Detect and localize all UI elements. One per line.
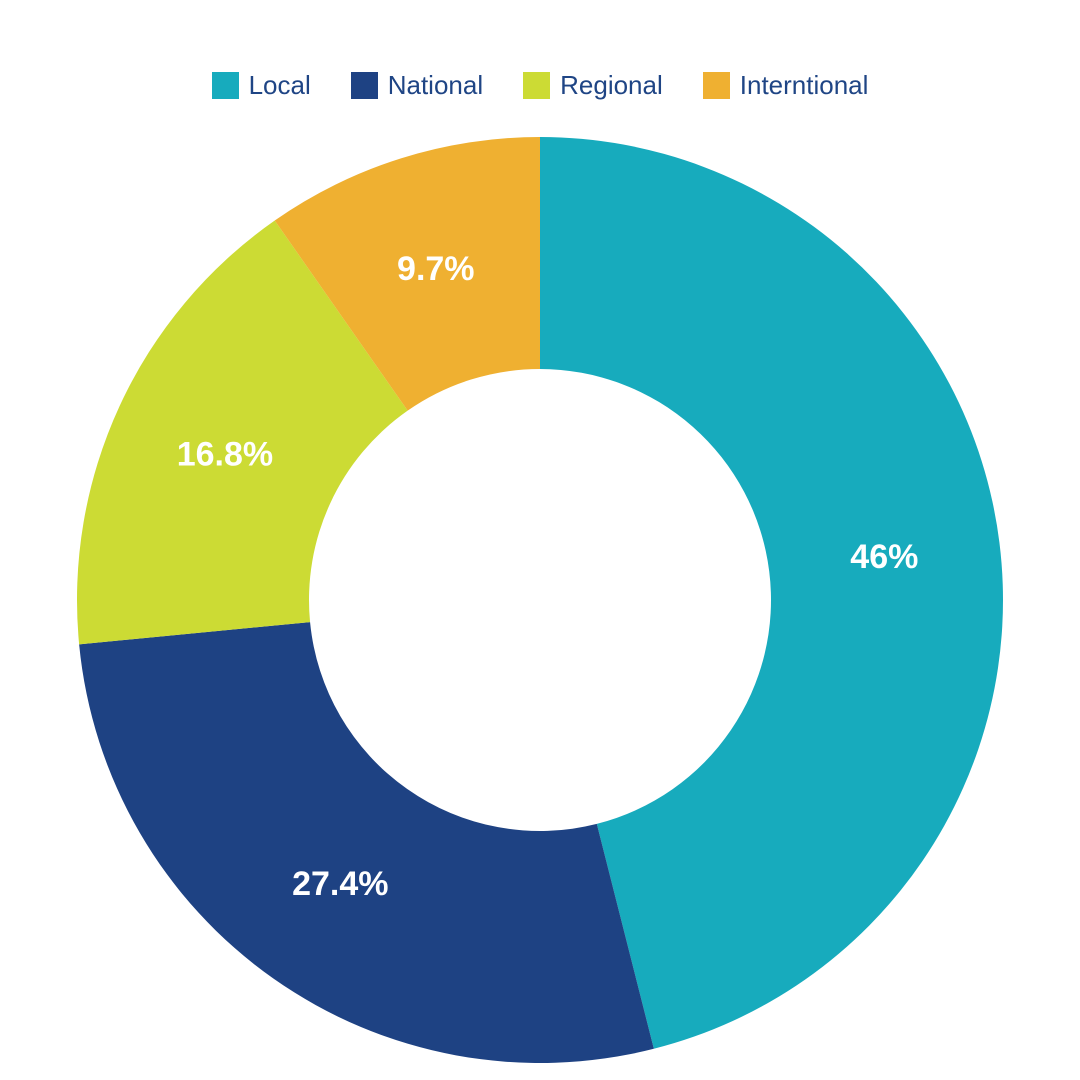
legend-item-interntional: Interntional (702, 70, 869, 101)
labels-group: 46% 27.4% 16.8% 9.7% (177, 250, 919, 903)
legend-label: Interntional (739, 70, 869, 100)
legend-swatch (702, 72, 730, 99)
legend-swatch (523, 72, 551, 99)
legend-item-local: Local (211, 70, 311, 101)
legend-swatch (211, 72, 239, 99)
data-label-regional: 16.8% (177, 436, 273, 474)
legend-swatch (350, 72, 378, 99)
slice-interntional (274, 137, 540, 411)
legend-item-regional: Regional (523, 70, 663, 101)
slice-regional (77, 220, 408, 645)
legend-label: Local (248, 70, 311, 100)
data-label-interntional: 9.7% (397, 250, 475, 288)
legend-item-national: National (350, 70, 484, 101)
slices-group (77, 137, 1003, 1063)
slice-local (540, 137, 1003, 1049)
data-label-local: 46% (850, 538, 918, 576)
chart-legend: Local National Regional Interntional (0, 70, 1080, 101)
data-label-national: 27.4% (292, 865, 388, 903)
legend-label: National (387, 70, 484, 100)
legend-label: Regional (560, 70, 663, 100)
slice-national (79, 622, 654, 1063)
